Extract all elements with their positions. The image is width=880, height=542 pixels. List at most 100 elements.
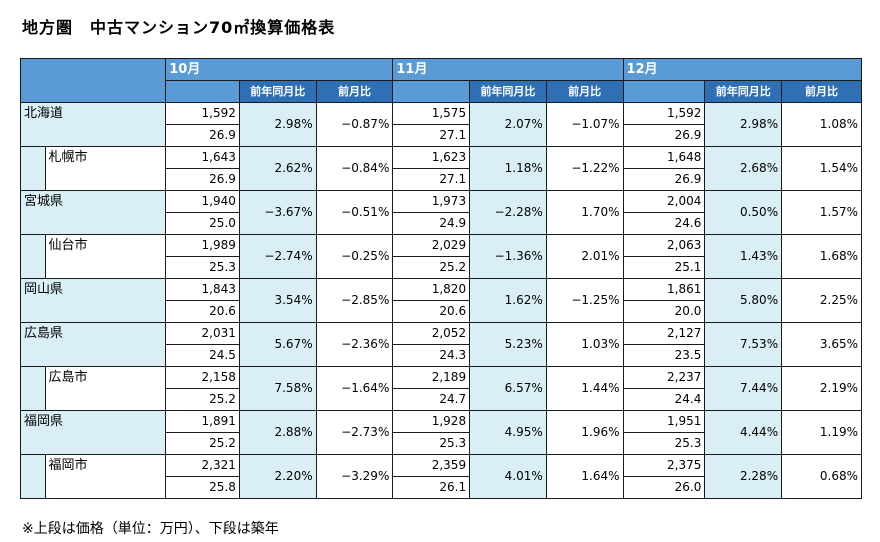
table-row: 25.8 26.1 26.0 xyxy=(21,476,862,499)
age-cell: 25.3 xyxy=(392,432,471,455)
mom-cell: 1.54% xyxy=(781,146,862,191)
mom-cell: −1.64% xyxy=(315,366,394,411)
table-row: 20.6 20.6 20.0 xyxy=(21,300,862,323)
age-cell: 25.0 xyxy=(165,212,240,235)
mom-cell: 1.57% xyxy=(781,190,862,235)
col-yoy-dec: 前年同月比 xyxy=(704,80,783,103)
mom-cell: −0.87% xyxy=(315,102,394,147)
table-row: 福岡市 2,321 2.20% −3.29% 2,359 4.01% 1.64% 2,375 2… xyxy=(20,454,862,499)
yoy-cell: 1.62% xyxy=(469,278,547,323)
month-header-dec: 12月 xyxy=(622,58,863,81)
yoy-cell: −2.74% xyxy=(238,234,317,279)
yoy-cell: 5.23% xyxy=(469,322,547,367)
table-row: 24.5 24.3 23.5 xyxy=(21,344,862,367)
region-indent xyxy=(20,234,46,279)
yoy-cell: 2.28% xyxy=(704,454,783,499)
mom-cell: 3.65% xyxy=(781,322,862,367)
yoy-cell: 7.44% xyxy=(704,366,783,411)
age-cell: 20.6 xyxy=(392,300,471,323)
table-row: 広島市 2,158 7.58% −1.64% 2,189 6.57% 1.44% 2,237 7… xyxy=(20,366,862,411)
region-name: 広島市 xyxy=(44,366,167,411)
col-mom-oct: 前月比 xyxy=(315,80,394,103)
price-cell: 2,063 xyxy=(622,234,706,257)
price-cell: 1,891 xyxy=(165,410,240,433)
price-cell: 2,029 xyxy=(392,234,471,257)
mom-cell: 1.96% xyxy=(545,410,624,455)
mom-cell: −3.29% xyxy=(315,454,394,499)
header-corner xyxy=(19,58,167,103)
table-row: 札幌市 1,643 2.62% −0.84% 1,623 1.18% −1.22% 1,648… xyxy=(20,146,862,191)
age-cell: 26.9 xyxy=(622,124,706,147)
region-name: 広島県 xyxy=(19,322,167,367)
price-cell: 2,158 xyxy=(165,366,240,389)
age-cell: 27.1 xyxy=(392,124,471,147)
yoy-cell: 4.95% xyxy=(469,410,547,455)
mom-cell: −0.84% xyxy=(315,146,394,191)
yoy-cell: 0.50% xyxy=(704,190,783,235)
price-table: 10月 11月 12月 前年同月比 前月比 前年同月比 前月比 前年同月比 前月… xyxy=(19,58,863,499)
yoy-cell: 2.88% xyxy=(238,410,317,455)
mom-cell: 2.01% xyxy=(545,234,624,279)
mom-cell: −2.36% xyxy=(315,322,394,367)
yoy-cell: 5.80% xyxy=(704,278,783,323)
yoy-cell: 7.58% xyxy=(238,366,317,411)
month-header-nov: 11月 xyxy=(392,58,624,81)
table-row: 25.3 25.2 25.1 xyxy=(21,256,862,279)
region-name: 福岡県 xyxy=(19,410,167,455)
col-mom-dec: 前月比 xyxy=(781,80,862,103)
footnote: ※上段は価格（単位：万円）、下段は築年 xyxy=(22,521,279,537)
age-cell: 26.9 xyxy=(165,168,240,191)
yoy-cell: 3.54% xyxy=(238,278,317,323)
yoy-cell: 1.43% xyxy=(704,234,783,279)
mom-cell: −0.25% xyxy=(315,234,394,279)
age-cell: 25.3 xyxy=(622,432,706,455)
age-cell: 26.1 xyxy=(392,476,471,499)
price-cell: 1,575 xyxy=(392,102,471,125)
region-name: 福岡市 xyxy=(44,454,167,499)
price-cell: 2,189 xyxy=(392,366,471,389)
table-row: 岡山県 1,843 3.54% −2.85% 1,820 1.62% −1.25% 1,861… xyxy=(19,278,862,323)
mom-cell: 1.08% xyxy=(781,102,862,147)
price-cell: 1,928 xyxy=(392,410,471,433)
region-name: 宮城県 xyxy=(19,190,167,235)
sub-header-row: 前年同月比 前月比 前年同月比 前月比 前年同月比 前月比 xyxy=(21,80,862,103)
age-cell: 26.0 xyxy=(622,476,706,499)
region-name: 札幌市 xyxy=(44,146,167,191)
table-row: 25.2 24.7 24.4 xyxy=(21,388,862,411)
price-cell: 1,989 xyxy=(165,234,240,257)
table-row: 26.9 27.1 26.9 xyxy=(21,168,862,191)
price-cell: 1,623 xyxy=(392,146,471,169)
col-yoy-oct: 前年同月比 xyxy=(238,80,317,103)
price-cell: 1,843 xyxy=(165,278,240,301)
month-header-oct: 10月 xyxy=(165,58,394,81)
region-indent xyxy=(20,366,46,411)
table-row: 福岡県 1,891 2.88% −2.73% 1,928 4.95% 1.96% 1,951 4… xyxy=(19,410,862,455)
age-cell: 24.9 xyxy=(392,212,471,235)
region-indent xyxy=(20,454,46,499)
yoy-cell: −1.36% xyxy=(469,234,547,279)
price-cell: 1,592 xyxy=(622,102,706,125)
age-cell: 25.8 xyxy=(165,476,240,499)
price-cell: 1,940 xyxy=(165,190,240,213)
table-row: 北海道 1,592 2.98% −0.87% 1,575 2.07% −1.07% 1,592… xyxy=(19,102,862,147)
price-cell: 1,592 xyxy=(165,102,240,125)
price-cell: 1,861 xyxy=(622,278,706,301)
price-cell: 1,820 xyxy=(392,278,471,301)
header-price-blank-oct xyxy=(165,80,240,103)
table-row: 広島県 2,031 5.67% −2.36% 2,052 5.23% 1.03% 2,127 7… xyxy=(19,322,862,367)
age-cell: 20.0 xyxy=(622,300,706,323)
price-cell: 1,643 xyxy=(165,146,240,169)
yoy-cell: 2.62% xyxy=(238,146,317,191)
mom-cell: 1.64% xyxy=(545,454,624,499)
price-cell: 1,951 xyxy=(622,410,706,433)
mom-cell: 2.19% xyxy=(781,366,862,411)
mom-cell: −1.25% xyxy=(545,278,624,323)
price-cell: 2,359 xyxy=(392,454,471,477)
age-cell: 24.3 xyxy=(392,344,471,367)
price-cell: 2,127 xyxy=(622,322,706,345)
age-cell: 25.2 xyxy=(392,256,471,279)
table-body: 10月 11月 12月 前年同月比 前月比 前年同月比 前月比 前年同月比 前月… xyxy=(19,58,863,499)
price-cell: 2,052 xyxy=(392,322,471,345)
yoy-cell: −3.67% xyxy=(238,190,317,235)
region-name: 岡山県 xyxy=(19,278,167,323)
